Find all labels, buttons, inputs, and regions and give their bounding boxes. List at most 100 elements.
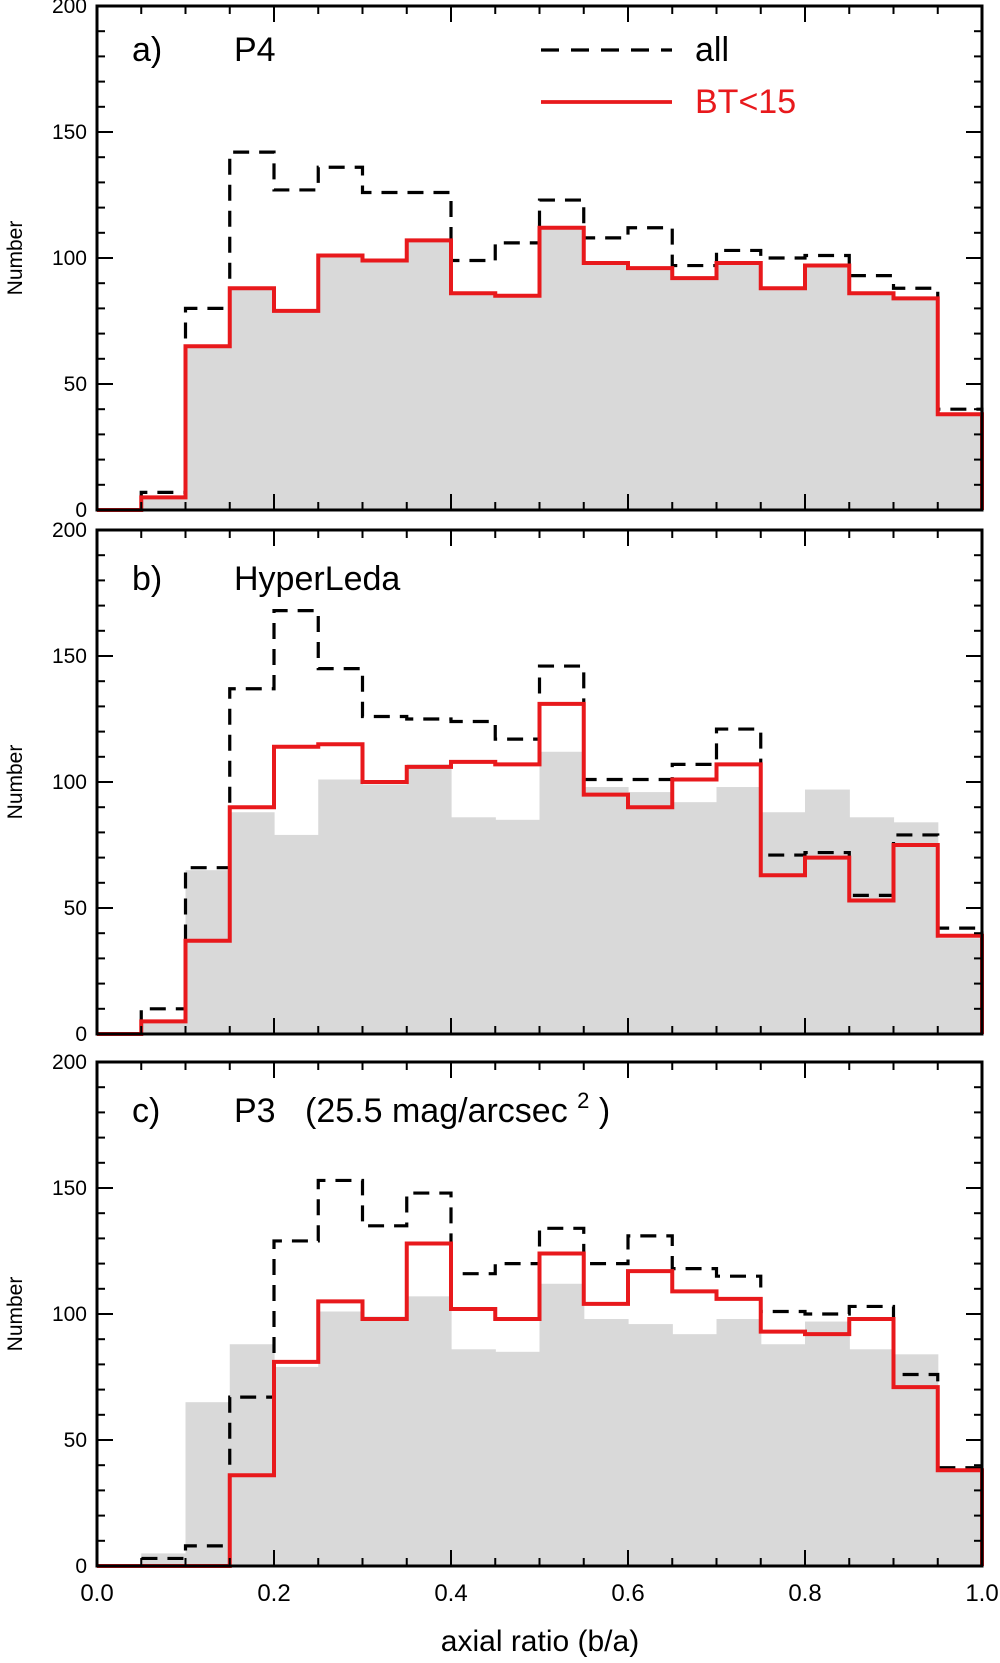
panel-b-ytick-label: 50 — [64, 897, 87, 920]
panel-c-fill-bar — [185, 1402, 231, 1566]
panel-b-fill-bar — [805, 789, 850, 1034]
panel-c-fill-bar — [805, 1321, 850, 1566]
panel-b-bt15-step — [97, 701, 984, 1036]
panel-c-fill-bar — [318, 1311, 364, 1566]
panel-b-fill-bar — [937, 938, 983, 1034]
panel-c-fill-bar — [229, 1344, 275, 1566]
panel-a-ytick-label: 50 — [64, 373, 87, 396]
panel-b-fill-bar — [628, 792, 673, 1034]
panel-c-xtick-label: 0.2 — [257, 1580, 290, 1607]
panel-b-fill-bar — [318, 779, 364, 1034]
panel-a-fill-bar — [805, 265, 850, 510]
panel-c-title-suffix: (25.5 mag/arcsec — [305, 1092, 568, 1130]
panel-b-fill-bar — [760, 812, 806, 1034]
panel-c-fill-bar — [760, 1344, 806, 1566]
panel-c-ytick-label: 150 — [52, 1177, 87, 1200]
panel-a-fill-bar — [937, 414, 983, 510]
panel-a-fill-bar — [229, 288, 275, 510]
panel-a-fill-bar — [495, 295, 541, 510]
panel-a-fill-bar — [760, 288, 806, 510]
legend: all BT<15 — [541, 31, 796, 121]
panel-c-xtick-label: 0.0 — [80, 1580, 113, 1607]
panel-c-title: P3 (25.5 mag/arcsec 2 ) — [234, 1078, 610, 1130]
panel-a-bt15-step — [97, 225, 984, 512]
panel-b-fill-bar — [495, 819, 541, 1034]
panel-b-fill-bar — [893, 822, 939, 1034]
panel-a-fill-bar — [141, 497, 187, 510]
panel-c-all-step — [97, 1178, 984, 1568]
panel-b-fill-bar — [141, 1021, 187, 1034]
panel-a-fill-bar — [583, 263, 629, 510]
legend-bt15-label: BT<15 — [695, 83, 796, 121]
panel-a-fill-bar — [849, 293, 895, 510]
panel-c-fill-bar — [672, 1334, 718, 1566]
panel-c-title-sup: 2 — [577, 1088, 589, 1113]
panel-c-fill-bar — [628, 1324, 673, 1566]
panel-c-ytick-label: 200 — [52, 1051, 87, 1074]
panel-a-fill-bar — [893, 298, 939, 510]
panel-c-ytick-label: 50 — [64, 1429, 87, 1452]
panel-c-fill-bar — [141, 1553, 187, 1566]
panel-a-fill-bar — [362, 260, 408, 510]
panel-a-ytick-label: 100 — [52, 247, 87, 270]
panel-b-ylabel: Number — [4, 745, 27, 820]
panel-c-xtick-label: 0.4 — [434, 1580, 467, 1607]
panel-a-fill-bar — [628, 268, 673, 510]
panel-a-fill-bar — [451, 293, 496, 510]
panel-c-fill-bar — [495, 1351, 541, 1566]
panel-a-fill-bar — [185, 346, 231, 510]
panel-c-ytick-label: 100 — [52, 1303, 87, 1326]
panel-a-fill-bar — [672, 278, 718, 510]
panel-b-title: HyperLeda — [234, 560, 400, 598]
x-axis-label: axial ratio (b/a) — [441, 1625, 639, 1658]
legend-all-label: all — [695, 31, 729, 69]
panel-a-ytick-label: 200 — [52, 0, 87, 18]
panel-b-fill-bar — [185, 870, 231, 1034]
panel-b-fill-bar — [451, 817, 496, 1034]
panel-a-ytick-label: 150 — [52, 121, 87, 144]
panel-a-fill-bar — [318, 255, 364, 510]
panel-c-ytick-label: 0 — [75, 1555, 87, 1578]
panel-c-xtick-label: 0.6 — [611, 1580, 644, 1607]
panel-a-label: a) — [132, 31, 162, 69]
panel-a-fill-bar — [406, 240, 452, 511]
panel-b-fill-bar — [672, 802, 718, 1034]
panel-c-ylabel: Number — [4, 1277, 27, 1352]
panel-c-title-close: ) — [599, 1092, 610, 1130]
panel-c-fill-bar — [893, 1354, 939, 1566]
panel-c-fill-bar — [583, 1319, 629, 1566]
panel-a-title: P4 — [234, 31, 276, 69]
panel-c-bt15-step — [97, 1241, 984, 1568]
panel-b-ytick-label: 0 — [75, 1023, 87, 1046]
panel-a-ytick-label: 0 — [75, 499, 87, 522]
panel-b-fill-bar — [406, 764, 452, 1034]
panel-c-fill-bar — [274, 1366, 319, 1566]
panel-c-fill-bar — [937, 1470, 983, 1566]
panel-b-fill-bar — [716, 787, 762, 1034]
panel-b-label: b) — [132, 560, 162, 598]
panel-a-ylabel: Number — [4, 221, 27, 296]
panel-c-fill-bar — [539, 1283, 585, 1566]
panel-a-fill-bar — [716, 263, 762, 510]
panel-b-ytick-label: 200 — [52, 519, 87, 542]
panel-c-fill-bar — [849, 1349, 895, 1566]
panel-b-fill-bar — [583, 787, 629, 1034]
panel-b-fill-bar — [539, 751, 585, 1034]
panel-c-title-main: P3 — [234, 1092, 276, 1130]
panel-b-fill-bar — [362, 784, 408, 1034]
panel-c-xtick-label: 1.0 — [965, 1580, 998, 1607]
panel-c-label: c) — [132, 1092, 160, 1130]
panel-b-ytick-label: 100 — [52, 771, 87, 794]
panel-a-fill-bar — [274, 310, 319, 510]
panel-c-fill-bar — [406, 1296, 452, 1566]
panel-b-ytick-label: 150 — [52, 645, 87, 668]
panel-b-fill-bar — [274, 834, 319, 1034]
panel-b: 0 50 100 150 200 b) HyperLeda Number — [4, 519, 984, 1046]
panel-a: 0 50 100 150 200 a) P4 Number all BT<15 — [4, 0, 984, 522]
panel-c-fill-bar — [451, 1349, 496, 1566]
panel-a-fill-bar — [539, 227, 585, 510]
panel-b-fill-bar — [229, 812, 275, 1034]
panel-b-fill-bar — [849, 817, 895, 1034]
panel-c-fill-bar — [362, 1316, 408, 1566]
